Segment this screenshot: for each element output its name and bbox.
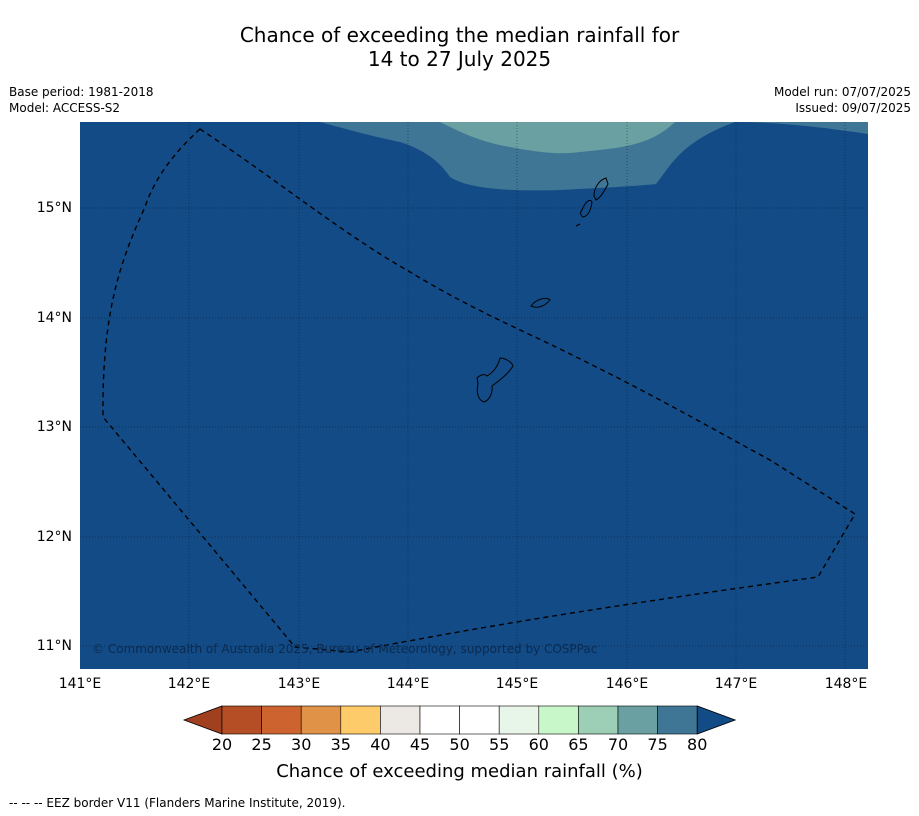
colorbar-segment bbox=[459, 705, 500, 735]
colorbar-tick-label: 75 bbox=[647, 735, 668, 754]
colorbar-extend-low bbox=[182, 705, 223, 735]
island-rota bbox=[530, 297, 551, 308]
colorbar-segment bbox=[657, 705, 698, 735]
colorbar-segment bbox=[419, 705, 460, 735]
base-period-text: Base period: 1981-2018 bbox=[9, 85, 154, 99]
latitude-label: 11°N bbox=[36, 638, 72, 654]
model-run-text: Model run: 07/07/2025 bbox=[773, 85, 911, 99]
title-line-2: 14 to 27 July 2025 bbox=[367, 47, 552, 71]
island-tinian bbox=[580, 199, 593, 218]
eez-footnote: -- -- -- EEZ border V11 (Flanders Marine… bbox=[9, 796, 346, 810]
colorbar bbox=[182, 705, 737, 735]
copyright-text: © Commonwealth of Australia 2025, Bureau… bbox=[92, 642, 597, 656]
issued-text: Issued: 09/07/2025 bbox=[795, 101, 911, 115]
island-aguijan bbox=[575, 223, 581, 227]
model-text: Model: ACCESS-S2 bbox=[9, 101, 121, 115]
colorbar-segment bbox=[578, 705, 619, 735]
latitude-label: 14°N bbox=[36, 310, 72, 326]
colorbar-tick-label: 65 bbox=[568, 735, 589, 754]
longitude-label: 142°E bbox=[167, 676, 211, 692]
islands bbox=[476, 177, 609, 403]
longitude-label: 145°E bbox=[495, 676, 539, 692]
colorbar-tick-label: 50 bbox=[449, 735, 470, 754]
colorbar-tick-label: 30 bbox=[291, 735, 312, 754]
colorbar-extend-high bbox=[696, 705, 737, 735]
colorbar-segment bbox=[340, 705, 381, 735]
map-background bbox=[80, 122, 868, 669]
colorbar-tick-label: 70 bbox=[607, 735, 629, 754]
island-saipan bbox=[593, 177, 609, 201]
colorbar-segment bbox=[380, 705, 421, 735]
colorbar-segment bbox=[617, 705, 658, 735]
colorbar-tick-label: 80 bbox=[687, 735, 708, 754]
colorbar-tick-label: 25 bbox=[251, 735, 272, 754]
longitude-label: 144°E bbox=[386, 676, 430, 692]
colorbar-segment bbox=[498, 705, 540, 735]
latitude-label: 12°N bbox=[36, 529, 72, 545]
latitude-label: 15°N bbox=[36, 200, 72, 216]
colorbar-tick-label: 45 bbox=[409, 735, 431, 754]
colorbar-segment bbox=[538, 705, 579, 735]
longitude-label: 146°E bbox=[605, 676, 649, 692]
eez-border bbox=[102, 128, 856, 653]
map-gridlines bbox=[80, 122, 868, 669]
longitude-label: 141°E bbox=[58, 676, 102, 692]
colorbar-segment bbox=[300, 705, 342, 735]
colorbar-tick-label: 35 bbox=[330, 735, 351, 754]
probability-band-70 bbox=[440, 122, 675, 154]
island-guam bbox=[476, 357, 514, 403]
rainfall-map: © Commonwealth of Australia 2025, Bureau… bbox=[80, 122, 868, 669]
colorbar-tick-label: 55 bbox=[489, 735, 510, 754]
colorbar-segment bbox=[221, 705, 262, 735]
longitude-label: 147°E bbox=[714, 676, 758, 692]
longitude-label: 143°E bbox=[277, 676, 321, 692]
longitude-label: 148°E bbox=[824, 676, 868, 692]
latitude-label: 13°N bbox=[36, 419, 72, 435]
colorbar-tick-label: 60 bbox=[528, 735, 549, 754]
colorbar-tick-label: 40 bbox=[370, 735, 391, 754]
colorbar-segment bbox=[261, 705, 302, 735]
probability-band-75 bbox=[320, 122, 868, 191]
colorbar-label: Chance of exceeding median rainfall (%) bbox=[276, 761, 643, 782]
title-line-1: Chance of exceeding the median rainfall … bbox=[239, 23, 680, 47]
colorbar-tick-label: 20 bbox=[211, 735, 233, 754]
